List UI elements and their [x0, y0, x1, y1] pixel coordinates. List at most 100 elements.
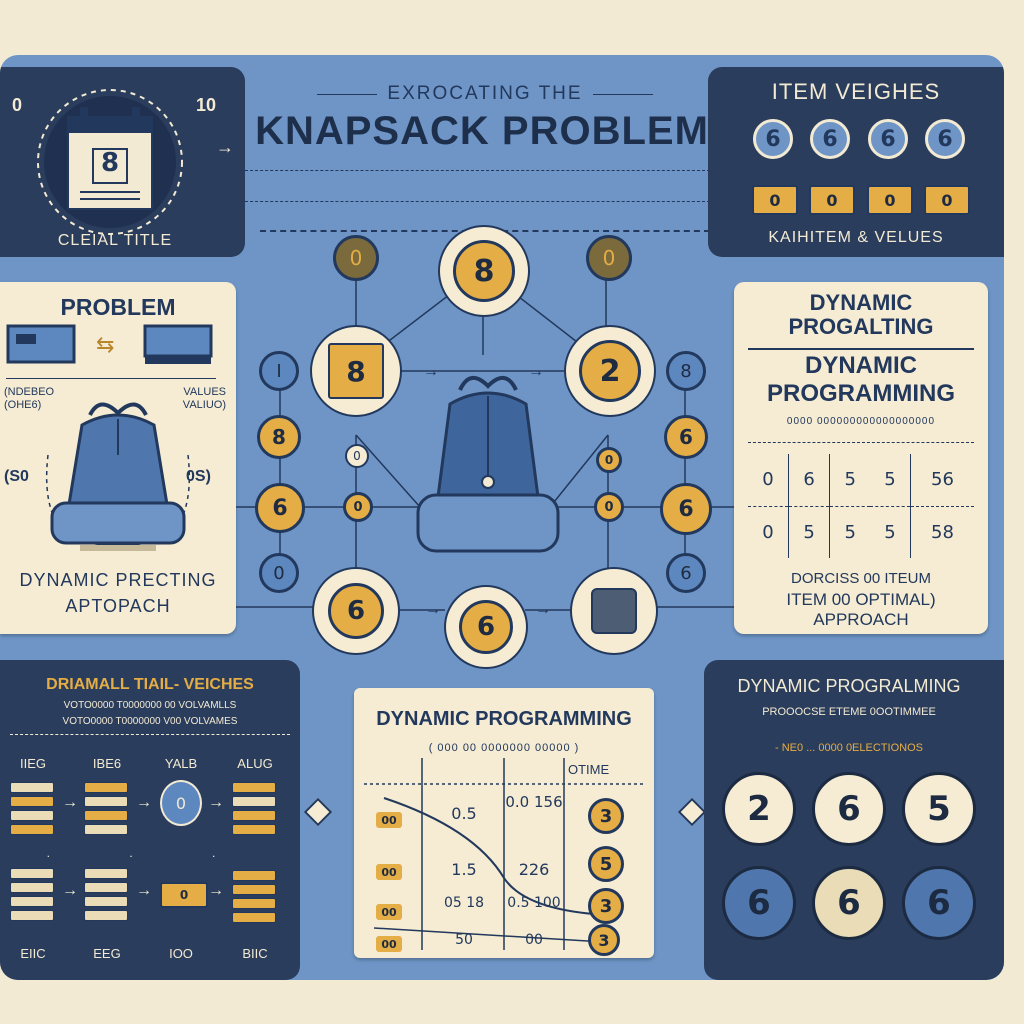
dp-row-a-2: 1.5	[451, 860, 477, 879]
dp-selection-panel: DYNAMIC PROGRALMING PROOOCSE ETEME 0OOTI…	[704, 660, 1004, 980]
dp-row-b-1: 0.0 156	[505, 793, 563, 811]
weight-circle-4: 6	[925, 119, 965, 159]
row-label-3: IOO	[169, 946, 193, 961]
arrow-right-mid: →	[528, 363, 544, 380]
inner-small-3: 0	[596, 447, 622, 473]
small-top-right: 0	[586, 235, 632, 281]
dp-row-opt-4: 3	[588, 924, 620, 956]
dp-row-tag-3: 00	[376, 904, 402, 920]
trail-circle: 0	[160, 780, 202, 826]
mid-left-node: 8	[310, 325, 402, 417]
badge-right: 10	[196, 95, 217, 115]
trail-weights-panel: DRIAMALL TIAIL- VEICHES VOTO0000 T000000…	[0, 660, 300, 980]
bar-stack-2	[84, 782, 128, 838]
bar-stack-3	[232, 782, 276, 838]
row-label-4: BIIC	[242, 946, 268, 961]
dp-right-footer-1: DORCISS 00 ITEUM	[790, 570, 932, 587]
weight-circle-2: 6	[810, 119, 850, 159]
trail-divider	[10, 734, 290, 735]
col-label-3: YALB	[164, 756, 198, 771]
dp-right-title-2: PROGALTING	[788, 314, 934, 339]
item-weights-title: ITEM VEIGHES	[771, 79, 941, 104]
dp-table-optimal-header: OTIME	[568, 762, 610, 777]
dp-cell: 0	[762, 469, 774, 491]
problem-divider	[6, 378, 216, 379]
dp-right-footer-3: APPROACH	[813, 610, 909, 629]
left-col-node-1: I	[259, 351, 299, 391]
dp-right-footer-2: ITEM 00 OPTIMAL)	[786, 590, 936, 609]
page-title: KNAPSACK PROBLEM	[255, 109, 709, 153]
title-subtitle: EXROCATING THE	[250, 83, 720, 105]
dp-row-b-3: 0.5 100	[507, 895, 561, 911]
dp-row-a-1: 0.5	[451, 804, 477, 823]
dp-right-title-1: DYNAMIC	[809, 290, 913, 315]
badge-left: 0	[12, 95, 23, 115]
dp-cell: 5	[829, 454, 871, 506]
dp-table-title: DYNAMIC PROGRAMMING	[376, 708, 632, 730]
value-box-3: 0	[867, 185, 913, 215]
inner-small-4: 0	[594, 492, 624, 522]
item-weights-panel: ITEM VEIGHES 6 6 6 6 0 0 0 0 KAIHITEM & …	[708, 67, 1004, 257]
problem-title: PROBLEM	[60, 294, 176, 320]
trail-arrow-6: →	[208, 882, 224, 899]
trail-weights-title: DRIAMALL TIAIL- VEICHES	[46, 676, 254, 693]
dp-selection-title: DYNAMIC PROGRALMING	[737, 676, 961, 696]
value-box-2: 0	[809, 185, 855, 215]
problem-right-caption: VALUES VALIUO)	[182, 386, 226, 411]
dp-right-heading-1: DYNAMIC	[805, 352, 917, 379]
dp-row-a-4: 50	[455, 932, 473, 948]
row-label-1: EIIC	[20, 946, 46, 961]
backpack-icon	[45, 402, 191, 551]
dp-right-divider	[748, 348, 974, 350]
trail-box: 0	[160, 882, 208, 908]
left-col-node-2: 8	[257, 415, 301, 459]
dp-row-b-4: 00	[525, 932, 543, 948]
title-icon-panel: 0 10 8 CLEIAL TITLE	[0, 67, 245, 257]
selection-disk-3: 5	[902, 772, 976, 846]
bar-stack-4	[10, 868, 54, 924]
mid-right-node: 2	[564, 325, 656, 417]
dp-cell: 0	[762, 521, 774, 543]
dp-row-opt-1: 3	[588, 798, 624, 834]
trail-mark-mid: . . .	[46, 846, 254, 860]
col-label-1: IIEG	[19, 756, 46, 771]
dp-row-opt-2: 5	[588, 846, 624, 882]
right-col-node-2: 6	[664, 415, 708, 459]
bottom-right-node	[570, 567, 658, 655]
right-col-node-1: 8	[666, 351, 706, 391]
trail-arrow-2: →	[136, 794, 152, 811]
dp-right-caption: 0000 000000000000000000	[786, 416, 936, 427]
trail-arrow-3: →	[208, 794, 224, 811]
right-col-node-4: 6	[666, 553, 706, 593]
dp-table-grid	[364, 758, 644, 950]
monitor-icon	[143, 324, 213, 364]
trail-arrow-1: →	[62, 794, 78, 811]
left-col-node-3: 6	[255, 483, 305, 533]
problem-footer-1: DYNAMIC PRECTING	[19, 570, 217, 590]
dp-selection-sub: PROOOCSE ETEME 0OOTIMMEE	[762, 706, 936, 718]
bar-stack-6	[232, 870, 276, 926]
dp-row-opt-3: 3	[588, 888, 624, 924]
dp-row-tag-4: 00	[376, 936, 402, 952]
dp-cell: 56	[909, 454, 974, 506]
right-col-node-3: 6	[660, 483, 712, 535]
inner-small-1: 0	[345, 444, 369, 468]
calendar-value: 8	[100, 148, 120, 178]
col-label-4: ALUG	[237, 756, 273, 771]
bar-stack-5	[84, 868, 128, 924]
laptop-icon	[6, 324, 76, 364]
weight-circle-1: 6	[753, 119, 793, 159]
calendar-icon	[37, 89, 183, 235]
dp-cell: 5	[787, 506, 830, 558]
swap-icon: ⇆	[96, 332, 115, 357]
selection-disk-5: 6	[812, 866, 886, 940]
small-top-left: 0	[333, 235, 379, 281]
row-label-2: EEG	[93, 946, 121, 961]
title-arrow-left: →	[216, 137, 234, 157]
bottom-right-square	[591, 588, 637, 634]
dp-cell: 5	[884, 521, 896, 543]
bottom-left-node: 6	[312, 567, 400, 655]
value-box-1: 0	[752, 185, 798, 215]
dp-table-caption: ( 000 00 0000000 00000 )	[428, 742, 580, 754]
dp-row-tag-1: 00	[376, 812, 402, 828]
